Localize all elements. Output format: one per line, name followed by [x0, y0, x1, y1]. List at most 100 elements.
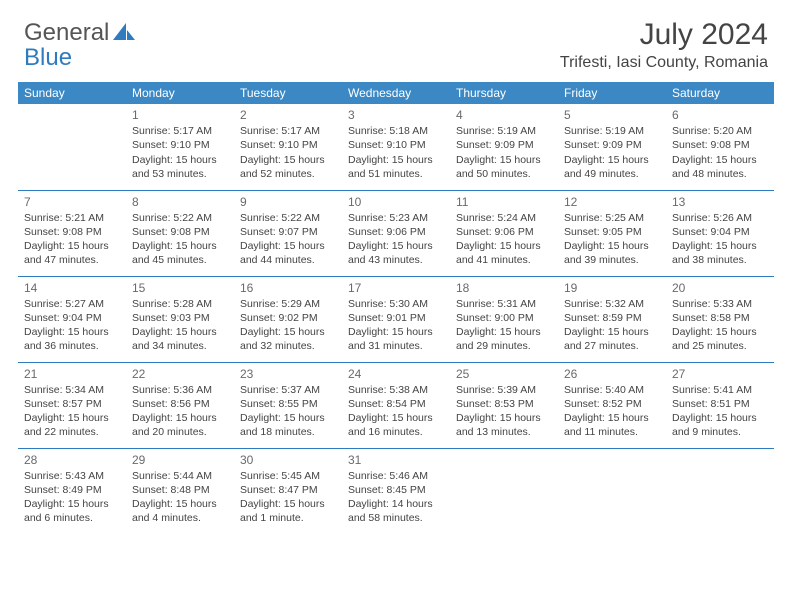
week-row: 28Sunrise: 5:43 AMSunset: 8:49 PMDayligh…	[18, 448, 774, 534]
day-day1: Daylight: 15 hours	[24, 239, 120, 253]
day-sunset: Sunset: 9:03 PM	[132, 311, 228, 325]
week-row: 14Sunrise: 5:27 AMSunset: 9:04 PMDayligh…	[18, 276, 774, 362]
day-sunset: Sunset: 9:06 PM	[348, 225, 444, 239]
day-number: 30	[240, 452, 336, 468]
week-row: 1Sunrise: 5:17 AMSunset: 9:10 PMDaylight…	[18, 104, 774, 190]
day-sunset: Sunset: 9:08 PM	[24, 225, 120, 239]
day-sunrise: Sunrise: 5:28 AM	[132, 297, 228, 311]
day-sunrise: Sunrise: 5:37 AM	[240, 383, 336, 397]
day-day2: and 32 minutes.	[240, 339, 336, 353]
day-day2: and 27 minutes.	[564, 339, 660, 353]
day-cell: 9Sunrise: 5:22 AMSunset: 9:07 PMDaylight…	[234, 190, 342, 276]
day-sunrise: Sunrise: 5:19 AM	[456, 124, 552, 138]
location: Trifesti, Iasi County, Romania	[560, 54, 768, 72]
day-day1: Daylight: 15 hours	[24, 411, 120, 425]
day-number: 20	[672, 280, 768, 296]
day-cell: 14Sunrise: 5:27 AMSunset: 9:04 PMDayligh…	[18, 276, 126, 362]
day-cell: 23Sunrise: 5:37 AMSunset: 8:55 PMDayligh…	[234, 362, 342, 448]
day-cell: 17Sunrise: 5:30 AMSunset: 9:01 PMDayligh…	[342, 276, 450, 362]
day-cell: 6Sunrise: 5:20 AMSunset: 9:08 PMDaylight…	[666, 104, 774, 190]
day-day1: Daylight: 15 hours	[456, 239, 552, 253]
dow-thursday: Thursday	[450, 82, 558, 104]
day-sunset: Sunset: 8:51 PM	[672, 397, 768, 411]
month-title: July 2024	[560, 18, 768, 52]
day-sunrise: Sunrise: 5:45 AM	[240, 469, 336, 483]
day-number: 13	[672, 194, 768, 210]
day-day1: Daylight: 15 hours	[132, 153, 228, 167]
day-day2: and 25 minutes.	[672, 339, 768, 353]
day-day1: Daylight: 15 hours	[348, 239, 444, 253]
dow-tuesday: Tuesday	[234, 82, 342, 104]
day-sunrise: Sunrise: 5:44 AM	[132, 469, 228, 483]
day-sunset: Sunset: 8:55 PM	[240, 397, 336, 411]
day-sunset: Sunset: 9:10 PM	[132, 138, 228, 152]
day-sunset: Sunset: 8:49 PM	[24, 483, 120, 497]
day-day1: Daylight: 15 hours	[240, 239, 336, 253]
day-sunrise: Sunrise: 5:38 AM	[348, 383, 444, 397]
day-day1: Daylight: 15 hours	[132, 411, 228, 425]
day-cell: 19Sunrise: 5:32 AMSunset: 8:59 PMDayligh…	[558, 276, 666, 362]
day-sunrise: Sunrise: 5:39 AM	[456, 383, 552, 397]
day-number: 25	[456, 366, 552, 382]
day-number: 4	[456, 107, 552, 123]
day-sunrise: Sunrise: 5:46 AM	[348, 469, 444, 483]
day-sunset: Sunset: 9:09 PM	[456, 138, 552, 152]
day-day2: and 41 minutes.	[456, 253, 552, 267]
day-sunrise: Sunrise: 5:25 AM	[564, 211, 660, 225]
header: General July 2024 Trifesti, Iasi County,…	[0, 0, 792, 76]
day-sunrise: Sunrise: 5:43 AM	[24, 469, 120, 483]
day-day2: and 20 minutes.	[132, 425, 228, 439]
day-day2: and 9 minutes.	[672, 425, 768, 439]
day-sunset: Sunset: 9:09 PM	[564, 138, 660, 152]
dow-sunday: Sunday	[18, 82, 126, 104]
day-sunrise: Sunrise: 5:27 AM	[24, 297, 120, 311]
day-cell: 21Sunrise: 5:34 AMSunset: 8:57 PMDayligh…	[18, 362, 126, 448]
day-cell: 30Sunrise: 5:45 AMSunset: 8:47 PMDayligh…	[234, 448, 342, 534]
day-day2: and 52 minutes.	[240, 167, 336, 181]
day-sunset: Sunset: 9:08 PM	[132, 225, 228, 239]
day-number: 2	[240, 107, 336, 123]
day-cell: 13Sunrise: 5:26 AMSunset: 9:04 PMDayligh…	[666, 190, 774, 276]
day-day2: and 1 minute.	[240, 511, 336, 525]
day-sunset: Sunset: 9:04 PM	[672, 225, 768, 239]
day-day2: and 44 minutes.	[240, 253, 336, 267]
day-sunrise: Sunrise: 5:22 AM	[132, 211, 228, 225]
day-day1: Daylight: 15 hours	[564, 411, 660, 425]
day-sunrise: Sunrise: 5:40 AM	[564, 383, 660, 397]
day-day2: and 58 minutes.	[348, 511, 444, 525]
day-cell: 26Sunrise: 5:40 AMSunset: 8:52 PMDayligh…	[558, 362, 666, 448]
day-day1: Daylight: 15 hours	[348, 325, 444, 339]
day-day1: Daylight: 15 hours	[564, 239, 660, 253]
logo-text-general: General	[24, 19, 109, 47]
day-day2: and 4 minutes.	[132, 511, 228, 525]
day-sunset: Sunset: 9:05 PM	[564, 225, 660, 239]
day-day1: Daylight: 15 hours	[348, 153, 444, 167]
day-day1: Daylight: 15 hours	[456, 325, 552, 339]
day-sunrise: Sunrise: 5:31 AM	[456, 297, 552, 311]
day-number: 11	[456, 194, 552, 210]
day-sunrise: Sunrise: 5:18 AM	[348, 124, 444, 138]
day-day2: and 47 minutes.	[24, 253, 120, 267]
day-cell: 12Sunrise: 5:25 AMSunset: 9:05 PMDayligh…	[558, 190, 666, 276]
logo-text-blue: Blue	[24, 44, 72, 72]
day-day1: Daylight: 15 hours	[456, 153, 552, 167]
day-sunset: Sunset: 8:57 PM	[24, 397, 120, 411]
day-cell: 16Sunrise: 5:29 AMSunset: 9:02 PMDayligh…	[234, 276, 342, 362]
day-day2: and 16 minutes.	[348, 425, 444, 439]
day-number: 7	[24, 194, 120, 210]
day-number: 1	[132, 107, 228, 123]
day-number: 8	[132, 194, 228, 210]
day-day1: Daylight: 15 hours	[240, 411, 336, 425]
day-sunrise: Sunrise: 5:41 AM	[672, 383, 768, 397]
day-sunset: Sunset: 8:47 PM	[240, 483, 336, 497]
day-number: 19	[564, 280, 660, 296]
day-day2: and 6 minutes.	[24, 511, 120, 525]
day-sunset: Sunset: 8:45 PM	[348, 483, 444, 497]
day-cell: 5Sunrise: 5:19 AMSunset: 9:09 PMDaylight…	[558, 104, 666, 190]
day-day1: Daylight: 14 hours	[348, 497, 444, 511]
day-cell: 22Sunrise: 5:36 AMSunset: 8:56 PMDayligh…	[126, 362, 234, 448]
day-sunset: Sunset: 9:10 PM	[240, 138, 336, 152]
day-cell: 8Sunrise: 5:22 AMSunset: 9:08 PMDaylight…	[126, 190, 234, 276]
day-sunrise: Sunrise: 5:36 AM	[132, 383, 228, 397]
day-cell: 1Sunrise: 5:17 AMSunset: 9:10 PMDaylight…	[126, 104, 234, 190]
